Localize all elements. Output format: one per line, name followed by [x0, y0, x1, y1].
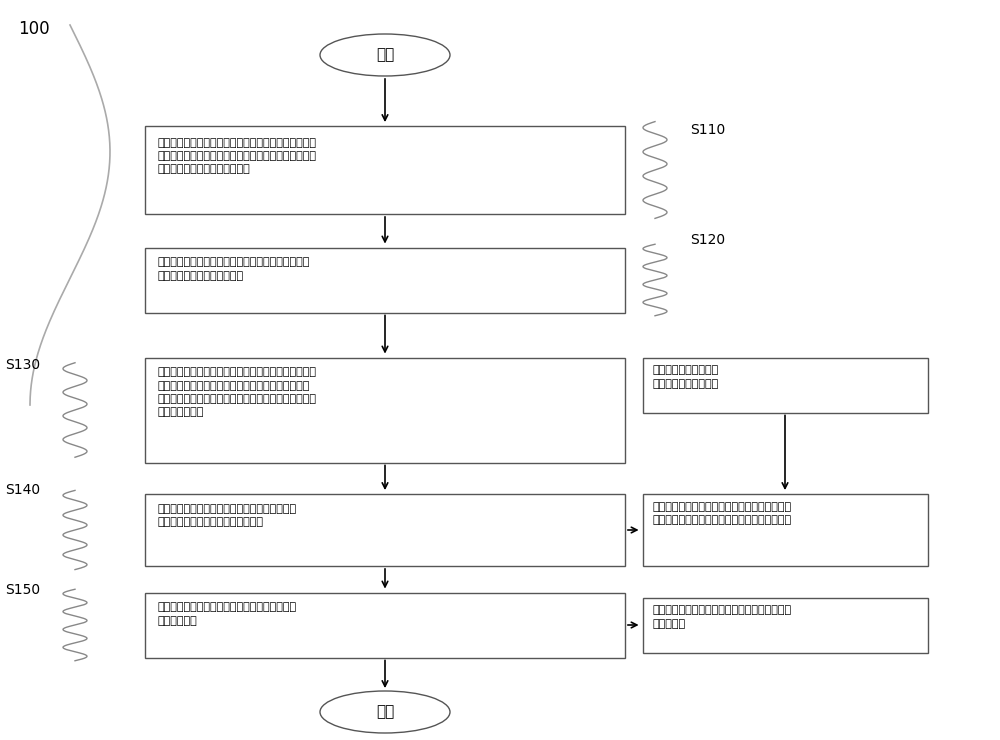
FancyBboxPatch shape — [145, 593, 625, 658]
Text: S110: S110 — [690, 123, 725, 137]
Ellipse shape — [320, 691, 450, 733]
Text: 在确定满足告警条件后，生成包含有异常信号分
析数据的告警消息，并上传至工作站: 在确定满足告警条件后，生成包含有异常信号分 析数据的告警消息，并上传至工作站 — [157, 504, 296, 527]
Text: 工作站依据告警消息对该设备的局部进行检修，
直至告警解除: 工作站依据告警消息对该设备的局部进行检修， 直至告警解除 — [157, 602, 296, 626]
Text: 在时间节点时，传感器采集设备的局部放电信号，并
将局部放电信号上传至分析站: 在时间节点时，传感器采集设备的局部放电信号，并 将局部放电信号上传至分析站 — [157, 258, 309, 280]
Ellipse shape — [320, 34, 450, 76]
FancyBboxPatch shape — [642, 597, 928, 653]
FancyBboxPatch shape — [145, 357, 625, 462]
Text: 在响应于告警解除后，该传感器由连续模式切换
至间歇模式: 在响应于告警解除后，该传感器由连续模式切换 至间歇模式 — [652, 605, 792, 629]
Text: 100: 100 — [18, 20, 50, 38]
Text: S140: S140 — [5, 483, 40, 497]
Text: 在响应于确定满足告警条件时，该传感器由间歇
模式切换至连续模式，传感器进入连续工作状态: 在响应于确定满足告警条件时，该传感器由间歇 模式切换至连续模式，传感器进入连续工… — [652, 502, 792, 525]
Text: S120: S120 — [690, 233, 725, 247]
Text: S150: S150 — [5, 583, 40, 597]
Text: 结束: 结束 — [376, 704, 394, 719]
Text: 分析站建立局部放电信号的标准化模型，在分析站确定
获取局部放电信号后，对局部放电信号进行分离和分
类，从中提取异常信号，并对异常信号进行分析判断是
否满足告警条: 分析站建立局部放电信号的标准化模型，在分析站确定 获取局部放电信号后，对局部放电… — [157, 368, 316, 417]
FancyBboxPatch shape — [145, 494, 625, 566]
FancyBboxPatch shape — [145, 126, 625, 214]
FancyBboxPatch shape — [145, 247, 625, 312]
Text: 传感器预设间歇模式，建立若干时间节点，在若干时间
节点两两之间的时间区内，传感器进入休眠状态，并在
时间节点时被唤醒进入工作状态: 传感器预设间歇模式，建立若干时间节点，在若干时间 节点两两之间的时间区内，传感器… — [157, 138, 316, 175]
FancyBboxPatch shape — [642, 357, 928, 412]
Text: 传感器预设连续模式，
连续模式默认工作状态: 传感器预设连续模式， 连续模式默认工作状态 — [652, 366, 719, 388]
FancyBboxPatch shape — [642, 494, 928, 566]
Text: 开始: 开始 — [376, 47, 394, 62]
Text: S130: S130 — [5, 358, 40, 372]
